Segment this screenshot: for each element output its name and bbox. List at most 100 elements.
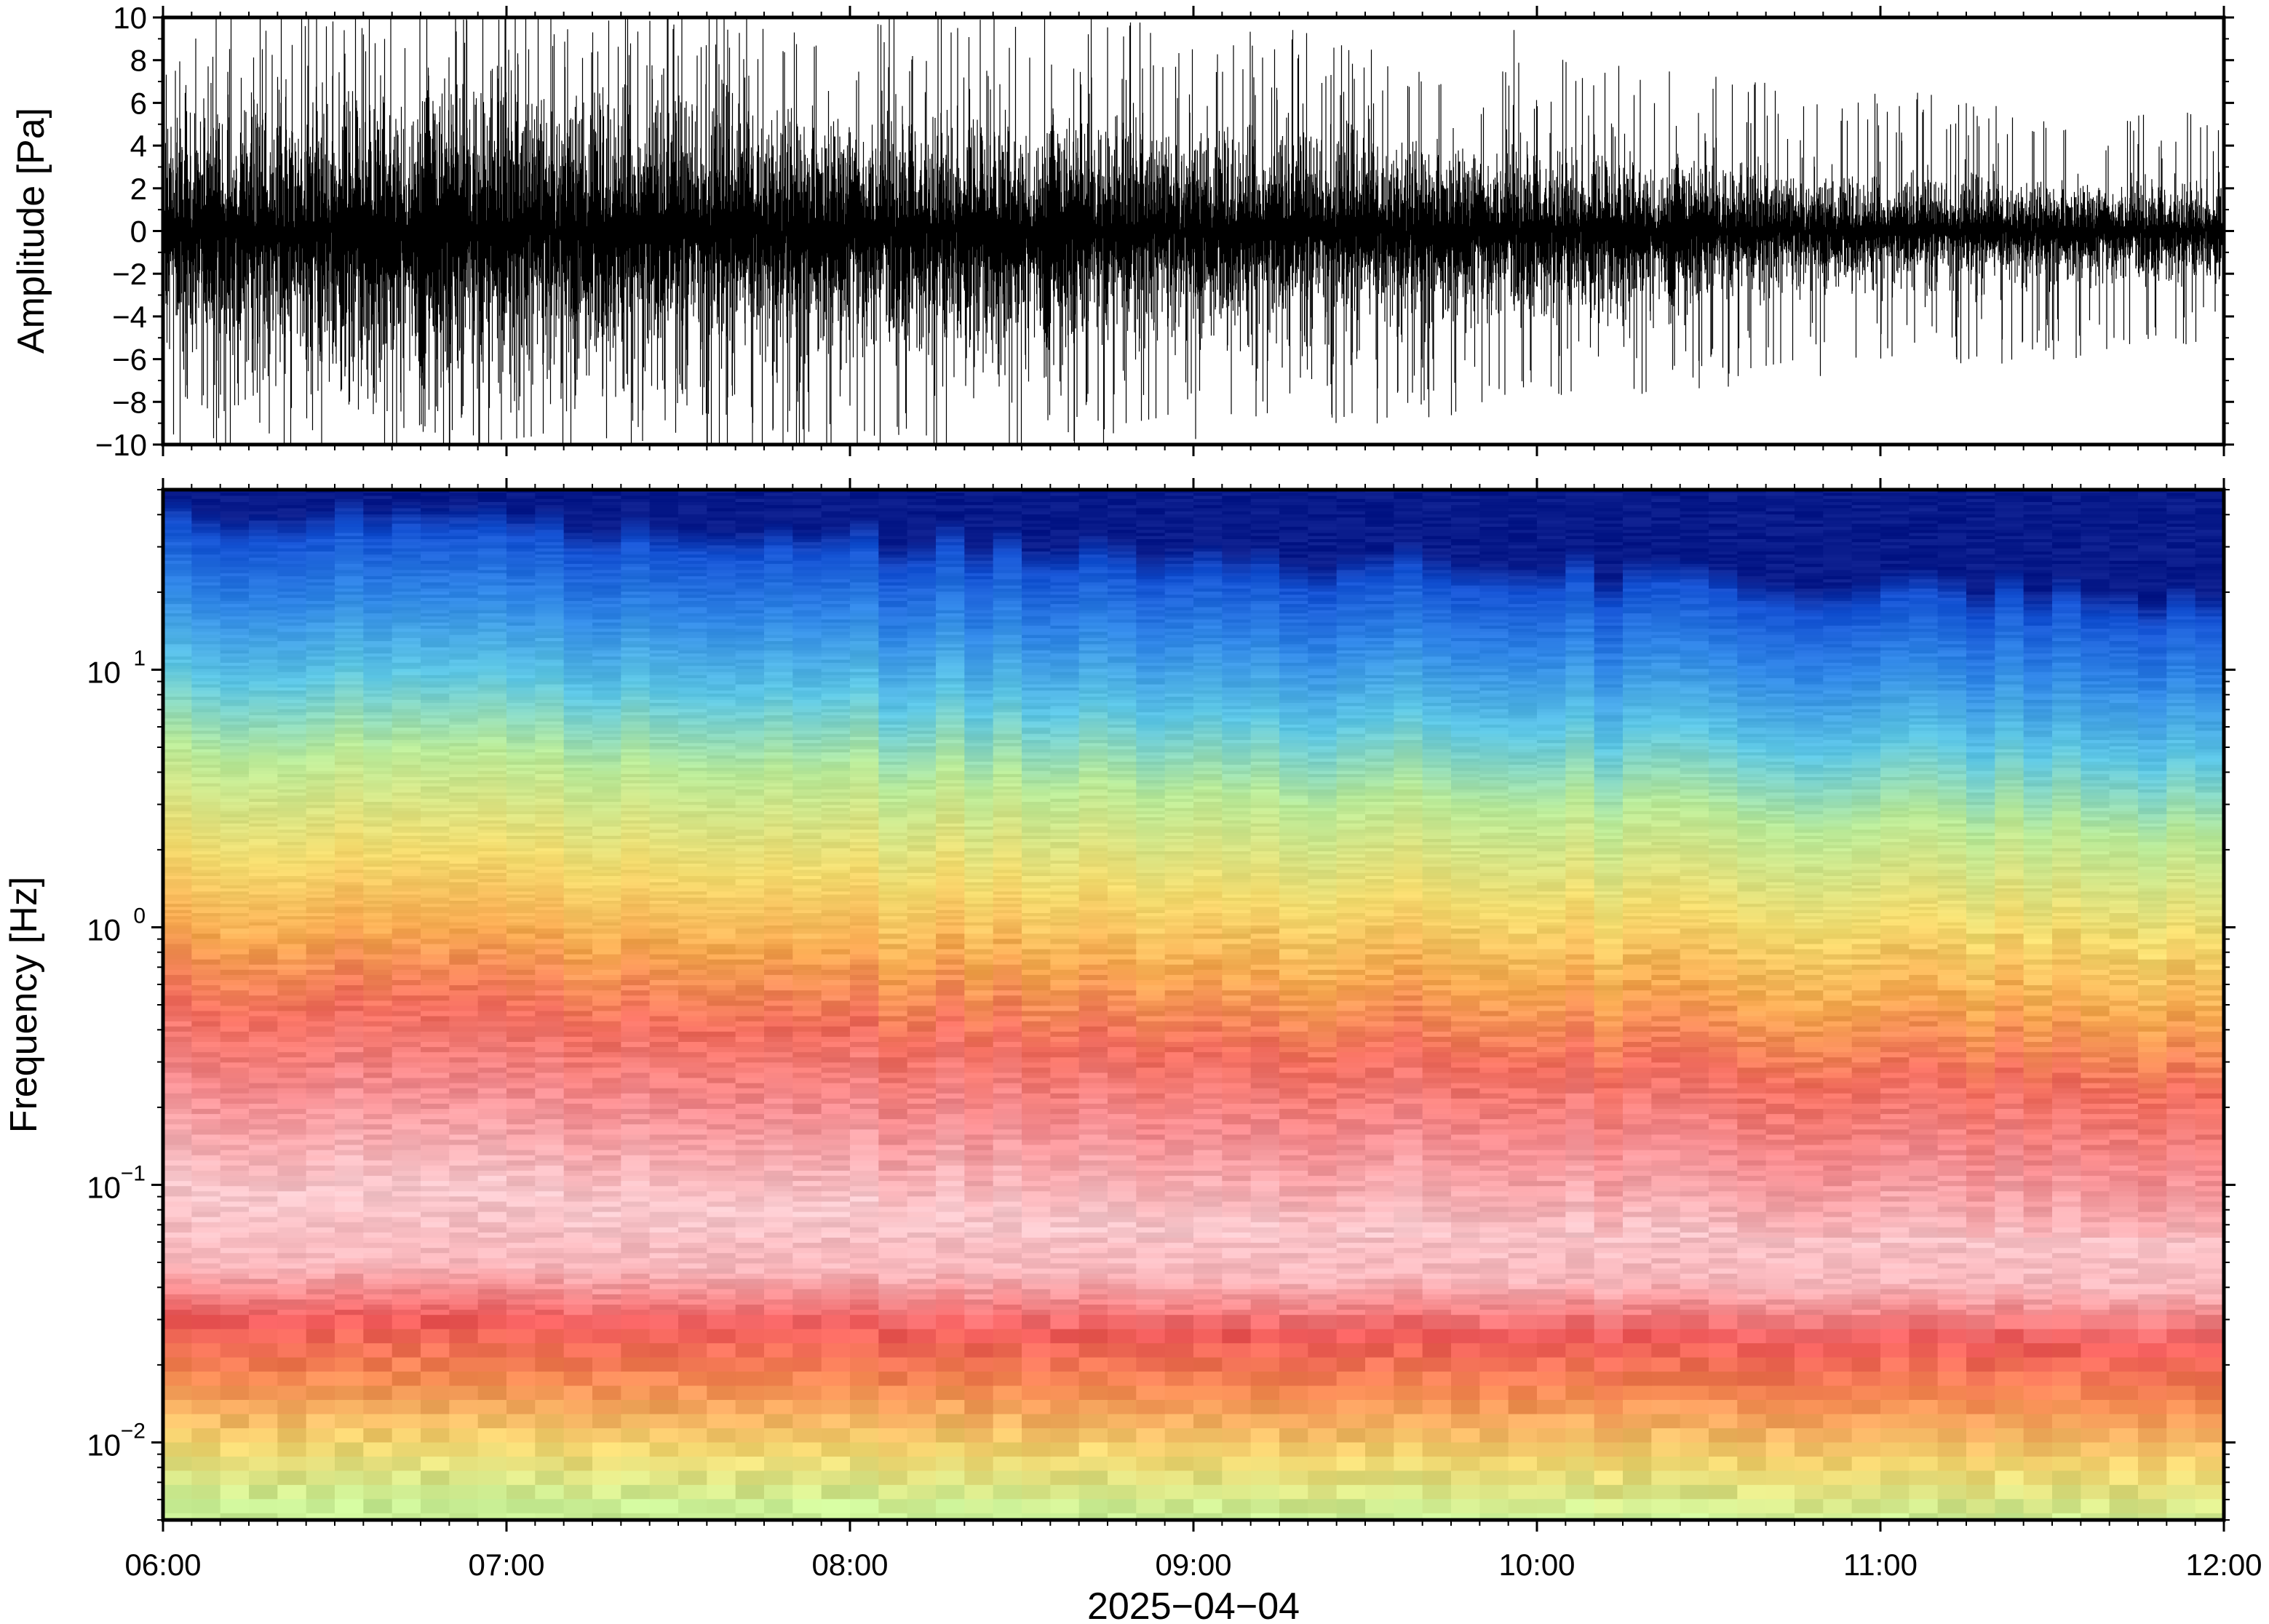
spectrogram-cell bbox=[220, 805, 250, 809]
spectrogram-cell bbox=[220, 545, 250, 549]
spectrogram-cell bbox=[163, 1484, 192, 1500]
spectrogram-cell bbox=[220, 570, 250, 574]
spectrogram-cell bbox=[306, 622, 335, 626]
spectrogram-cell bbox=[392, 768, 421, 772]
spectrogram-cell bbox=[649, 659, 679, 664]
spectrogram-cell bbox=[477, 829, 507, 834]
spectrogram-cell bbox=[277, 1283, 307, 1290]
spectrogram-cell bbox=[735, 922, 765, 926]
spectrogram-cell bbox=[477, 607, 507, 611]
spectrogram-cell bbox=[277, 1191, 307, 1197]
spectrogram-cell bbox=[477, 934, 507, 939]
spectrogram-cell bbox=[477, 637, 507, 642]
spectrogram-cell bbox=[249, 922, 278, 926]
spectrogram-cell bbox=[449, 1155, 479, 1161]
spectrogram-cell bbox=[277, 1232, 307, 1238]
spectrogram-cell bbox=[535, 548, 565, 552]
spectrogram-cell bbox=[163, 904, 192, 908]
spectrogram-cell bbox=[535, 1400, 565, 1415]
spectrogram-cell bbox=[363, 990, 393, 996]
spectrogram-cell bbox=[335, 582, 364, 586]
spectrogram-cell bbox=[363, 498, 393, 503]
spectrogram-cell bbox=[220, 585, 250, 589]
spectrogram-cell bbox=[592, 1021, 621, 1027]
spectrogram-cell bbox=[306, 969, 335, 976]
spectrogram-cell bbox=[220, 939, 250, 945]
spectrogram-cell bbox=[477, 882, 507, 886]
spectrogram-cell bbox=[163, 752, 192, 756]
spectrogram-cell bbox=[163, 795, 192, 800]
spectrogram-cell bbox=[678, 928, 707, 934]
spectrogram-cell bbox=[335, 576, 364, 580]
spectrogram-cell bbox=[678, 542, 707, 546]
spectrogram-cell bbox=[277, 1181, 307, 1187]
spectrogram-cell bbox=[421, 851, 450, 855]
waveform-ytick-label: 0 bbox=[130, 215, 147, 249]
spectrogram-cell bbox=[621, 1428, 651, 1444]
spectrogram-cell bbox=[363, 1385, 393, 1401]
spectrogram-cell bbox=[191, 1083, 221, 1089]
spectrogram-cell bbox=[735, 925, 765, 929]
spectrogram-cell bbox=[163, 1041, 192, 1048]
spectrogram-cell bbox=[535, 1088, 565, 1094]
spectrogram-cell bbox=[649, 795, 679, 800]
spectrogram-cell bbox=[592, 493, 621, 497]
spectrogram-cell bbox=[191, 699, 221, 704]
spectrogram-cell bbox=[277, 783, 307, 787]
spectrogram-cell bbox=[277, 1385, 307, 1401]
spectrogram-cell bbox=[621, 749, 651, 753]
spectrogram-cell bbox=[649, 848, 679, 852]
spectrogram-cell bbox=[735, 560, 765, 565]
spectrogram-cell bbox=[535, 592, 565, 596]
spectrogram-cell bbox=[449, 536, 479, 540]
spectrogram-cell bbox=[592, 820, 621, 824]
spectrogram-cell bbox=[421, 860, 450, 864]
spectrogram-cell bbox=[421, 985, 450, 991]
spectrogram-cell bbox=[735, 709, 765, 713]
spectrogram-cell bbox=[678, 619, 707, 624]
spectrogram-cell bbox=[363, 1273, 393, 1280]
spectrogram-cell bbox=[592, 925, 621, 929]
spectrogram-cell bbox=[649, 1186, 679, 1192]
spectrogram-cell bbox=[306, 1253, 335, 1259]
spectrogram-cell bbox=[191, 980, 221, 986]
spectrogram-cell bbox=[163, 1036, 192, 1043]
spectrogram-cell bbox=[707, 731, 736, 735]
spectrogram-cell bbox=[277, 1093, 307, 1099]
spectrogram-cell bbox=[477, 538, 507, 543]
spectrogram-cell bbox=[678, 1385, 707, 1401]
spectrogram-cell bbox=[249, 690, 278, 694]
spectrogram-cell bbox=[649, 1310, 679, 1315]
spectrogram-cell bbox=[678, 493, 707, 497]
spectrogram-cell bbox=[563, 740, 593, 744]
spectrogram-cell bbox=[392, 1343, 421, 1358]
spectrogram-cell bbox=[506, 1206, 536, 1213]
spectrogram-cell bbox=[678, 758, 707, 763]
spectrogram-cell bbox=[678, 548, 707, 552]
spectrogram-cell bbox=[477, 894, 507, 899]
spectrogram-cell bbox=[163, 1109, 192, 1115]
spectrogram-cell bbox=[592, 869, 621, 874]
spectrogram-cell bbox=[707, 712, 736, 716]
spectrogram-cell bbox=[191, 625, 221, 629]
spectrogram-cell bbox=[220, 514, 250, 518]
spectrogram-cell bbox=[592, 1119, 621, 1125]
spectrogram-cell bbox=[249, 538, 278, 543]
spectrogram-cell bbox=[649, 755, 679, 760]
spectrogram-cell bbox=[592, 570, 621, 574]
spectrogram-cell bbox=[563, 925, 593, 929]
spectrogram-cell bbox=[506, 959, 536, 966]
spectrogram-cell bbox=[707, 632, 736, 636]
spectrogram-cell bbox=[592, 954, 621, 960]
spectrogram-cell bbox=[249, 749, 278, 753]
spectrogram-cell bbox=[735, 674, 765, 679]
spectrogram-cell bbox=[621, 1400, 651, 1415]
spectrogram-cell bbox=[306, 811, 335, 815]
spectrogram-cell bbox=[449, 632, 479, 636]
spectrogram-cell bbox=[421, 882, 450, 886]
spectrogram-cell bbox=[649, 1206, 679, 1213]
spectrogram-cell bbox=[306, 832, 335, 837]
spectrogram-cell bbox=[249, 1268, 278, 1275]
spectrogram-cell bbox=[621, 1114, 651, 1120]
spectrogram-cell bbox=[220, 1283, 250, 1290]
